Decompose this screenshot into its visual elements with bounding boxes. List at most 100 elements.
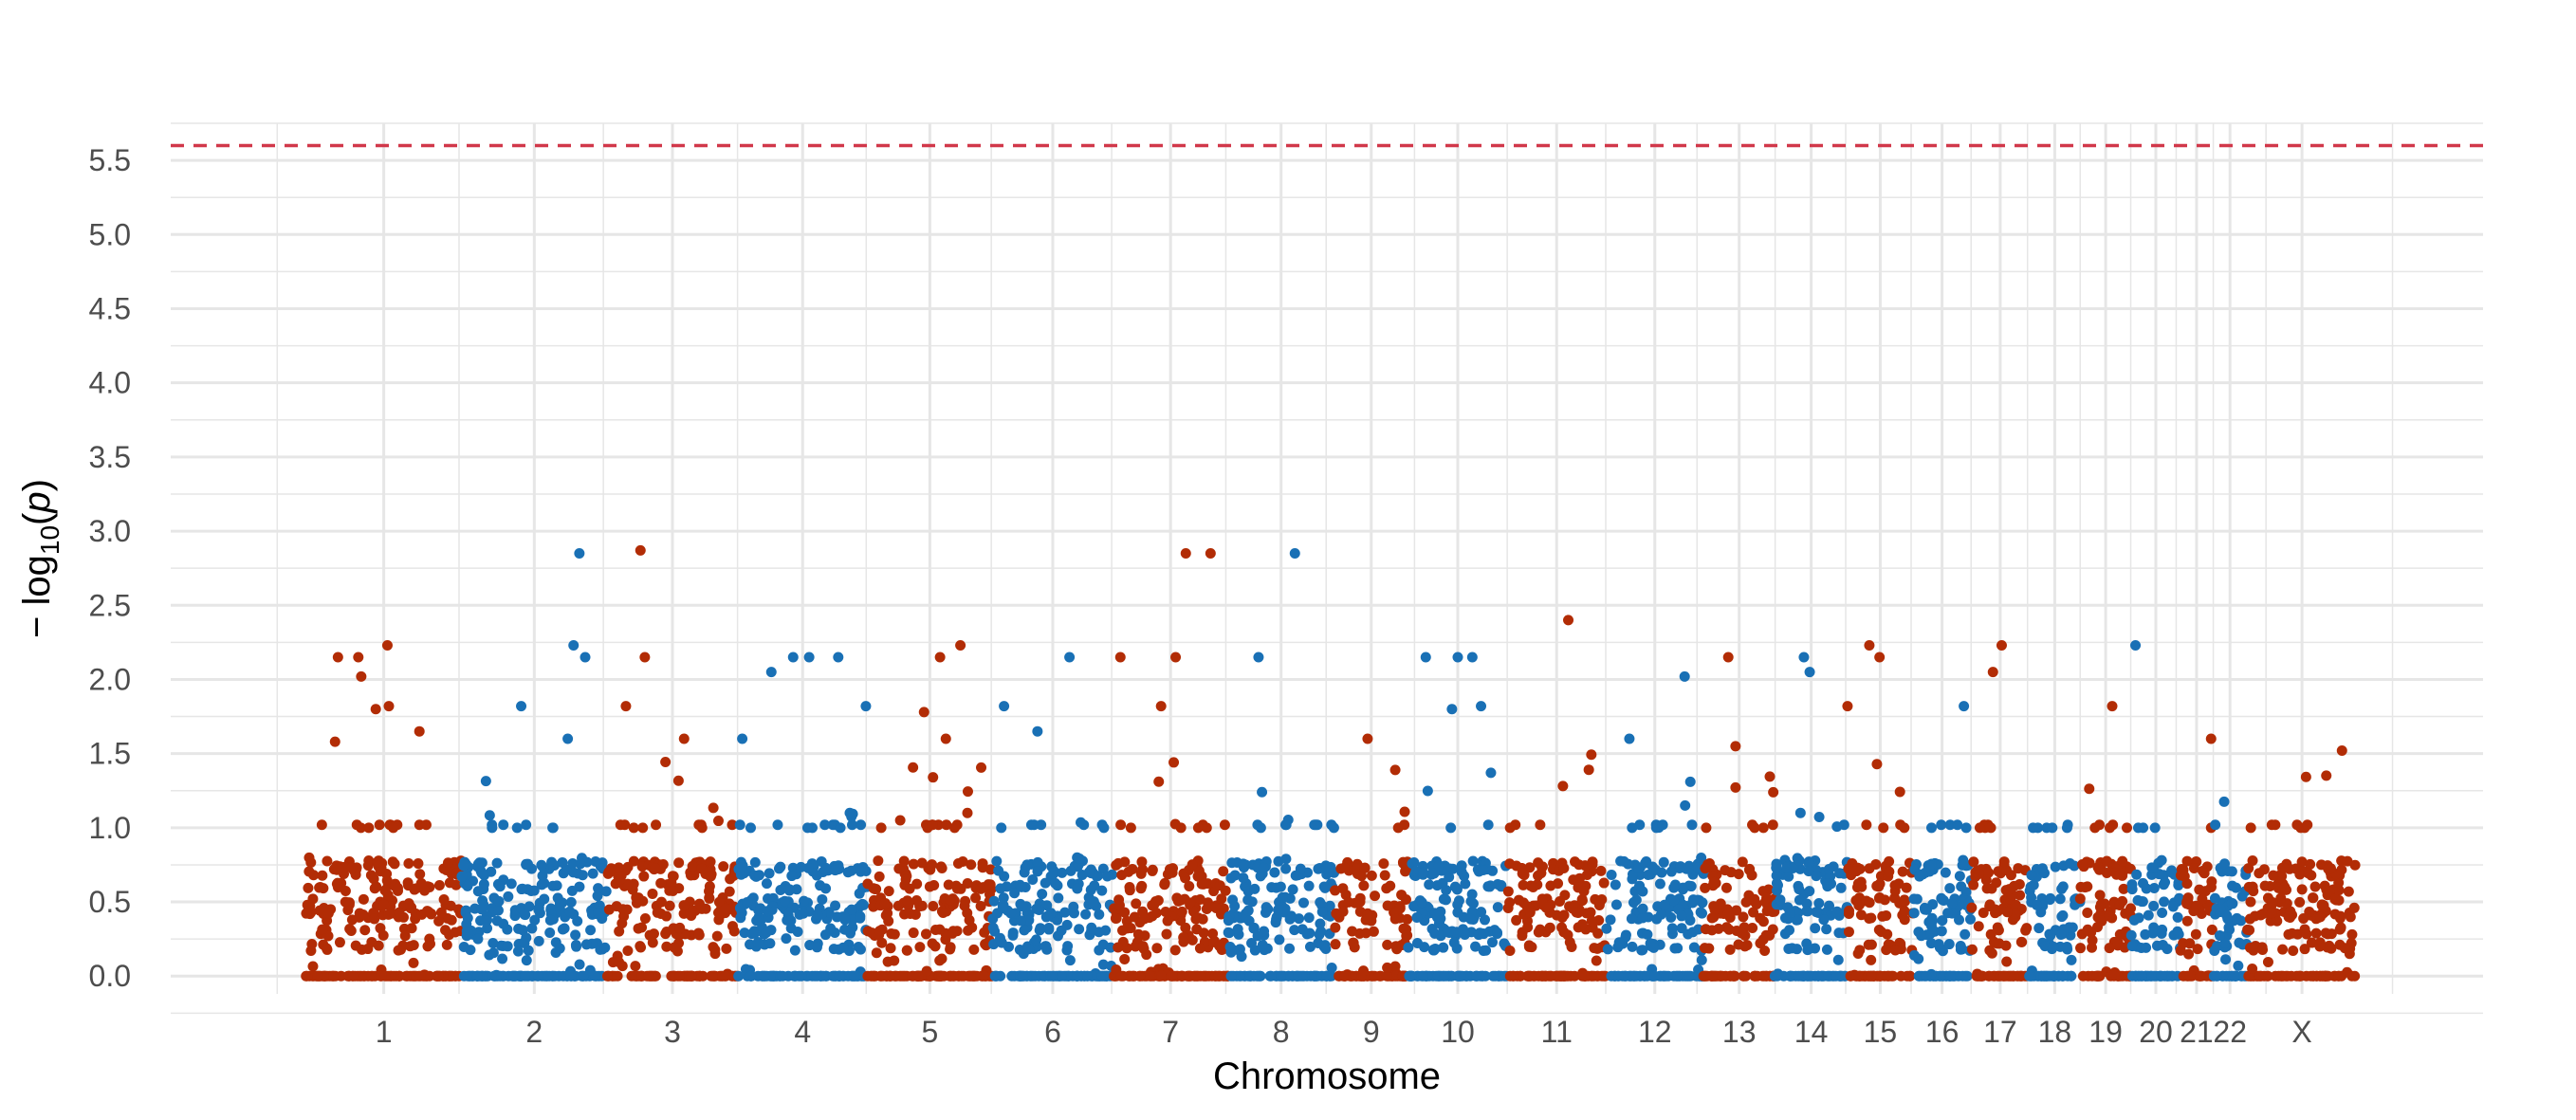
data-point xyxy=(1708,876,1720,888)
data-point xyxy=(619,819,631,831)
data-point xyxy=(2021,923,2033,934)
data-point xyxy=(737,733,748,744)
data-point xyxy=(393,945,404,956)
data-point xyxy=(346,862,358,873)
data-point xyxy=(1757,934,1769,946)
data-point xyxy=(1280,819,1292,831)
data-point xyxy=(2205,733,2217,744)
data-point xyxy=(2172,911,2183,923)
data-point xyxy=(2028,822,2039,834)
data-point xyxy=(414,970,426,982)
data-point xyxy=(674,970,686,982)
data-point xyxy=(828,944,839,955)
data-point xyxy=(1068,901,1079,912)
data-point xyxy=(1218,866,1229,877)
data-point xyxy=(2314,941,2326,952)
data-point xyxy=(544,927,556,939)
data-point xyxy=(1730,741,1741,752)
data-point xyxy=(655,896,667,908)
data-point xyxy=(1194,943,1205,954)
data-point xyxy=(879,897,891,909)
data-point xyxy=(2136,896,2147,908)
data-point xyxy=(991,855,1003,867)
data-point xyxy=(1783,871,1794,882)
data-point xyxy=(1125,923,1136,934)
data-point xyxy=(1628,970,1640,982)
data-point xyxy=(1192,822,1204,834)
data-point xyxy=(1287,884,1298,895)
data-point xyxy=(2226,897,2237,909)
y-tick-label: 5.5 xyxy=(89,143,131,177)
data-point xyxy=(1130,941,1141,952)
data-point xyxy=(792,927,803,938)
data-point xyxy=(802,862,814,873)
data-point xyxy=(876,937,888,948)
data-point xyxy=(2015,890,2026,901)
data-point xyxy=(772,819,783,831)
data-point xyxy=(590,855,601,867)
data-point xyxy=(1553,878,1564,890)
data-point xyxy=(1771,862,1782,873)
data-point xyxy=(1637,945,1648,956)
data-point xyxy=(516,701,527,712)
data-point xyxy=(1679,670,1690,682)
data-point xyxy=(1781,862,1793,873)
x-tick-label: 4 xyxy=(794,1015,811,1049)
data-point xyxy=(945,942,956,953)
data-point xyxy=(1138,913,1150,925)
data-point xyxy=(1954,914,1965,926)
data-point xyxy=(1595,865,1607,876)
data-point xyxy=(1419,942,1430,953)
data-point xyxy=(2249,910,2260,922)
data-point xyxy=(1606,970,1617,982)
x-tick-label: 13 xyxy=(1722,1015,1757,1049)
data-point xyxy=(1166,970,1177,982)
x-tick-label: 10 xyxy=(1441,1015,1475,1049)
data-point xyxy=(968,944,980,955)
data-point xyxy=(1613,970,1625,982)
data-point xyxy=(1579,970,1591,982)
data-point xyxy=(366,970,377,982)
data-point xyxy=(2346,928,2358,940)
data-point xyxy=(2227,880,2238,891)
data-point xyxy=(1339,970,1351,982)
data-point xyxy=(708,942,719,953)
data-point xyxy=(1304,927,1316,939)
data-point xyxy=(2140,928,2151,940)
data-point xyxy=(575,858,586,870)
data-point xyxy=(1358,880,1370,891)
data-point xyxy=(2206,876,2217,888)
data-point xyxy=(2026,870,2037,881)
data-point xyxy=(783,884,795,895)
data-point xyxy=(970,892,982,904)
data-point xyxy=(1504,970,1516,982)
data-point xyxy=(1589,943,1600,954)
data-point xyxy=(1072,970,1083,982)
data-point xyxy=(416,909,428,920)
data-point xyxy=(1654,878,1665,890)
data-point xyxy=(1270,917,1281,928)
data-point xyxy=(516,884,527,895)
data-point xyxy=(2181,915,2193,927)
data-point xyxy=(781,933,792,945)
data-point xyxy=(1684,970,1695,982)
data-point xyxy=(635,942,647,953)
data-point xyxy=(745,822,756,834)
data-point xyxy=(2334,924,2346,935)
data-point xyxy=(1097,959,1109,970)
data-point xyxy=(1422,785,1433,797)
data-point xyxy=(1701,822,1712,834)
data-point xyxy=(1445,822,1457,834)
data-point xyxy=(2288,945,2299,956)
data-point xyxy=(1379,870,1390,881)
data-point xyxy=(1926,858,1938,870)
data-point xyxy=(2160,876,2171,888)
data-point xyxy=(884,970,895,982)
data-point xyxy=(724,886,735,897)
data-point xyxy=(1736,927,1747,939)
data-point xyxy=(1768,786,1779,798)
grid-lines xyxy=(171,122,2483,1015)
data-point xyxy=(1478,864,1489,875)
data-point xyxy=(1009,888,1021,899)
data-point xyxy=(1700,882,1711,893)
